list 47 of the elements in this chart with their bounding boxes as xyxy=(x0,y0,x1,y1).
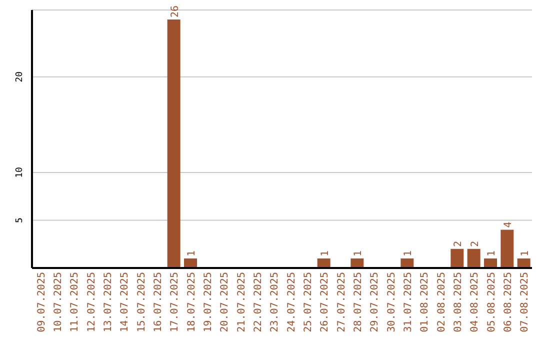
bar xyxy=(467,248,480,268)
x-tick-label: 05.08.2025 xyxy=(486,272,498,332)
x-tick-label: 27.07.2025 xyxy=(336,272,348,332)
data-label: 1 xyxy=(403,250,414,256)
x-tick-label: 01.08.2025 xyxy=(420,272,431,332)
x-tick-label: 25.07.2025 xyxy=(303,272,314,332)
x-tick-label: 19.07.2025 xyxy=(203,272,214,332)
bar xyxy=(167,20,180,268)
x-tick-label: 10.07.2025 xyxy=(53,272,64,332)
x-tick-label: 03.08.2025 xyxy=(453,272,464,332)
x-tick-label: 28.07.2025 xyxy=(353,272,364,332)
x-tick-label: 29.07.2025 xyxy=(370,272,381,332)
x-tick-label: 17.07.2025 xyxy=(170,272,181,332)
x-tick-label: 30.07.2025 xyxy=(386,272,398,332)
x-tick-label: 16.07.2025 xyxy=(153,272,164,332)
x-tick-label: 02.08.2025 xyxy=(436,272,448,332)
x-tick-label: 23.07.2025 xyxy=(270,272,281,332)
data-label: 26 xyxy=(170,6,181,18)
x-tick-label: 07.08.2025 xyxy=(520,272,531,332)
x-tick-label: 06.08.2025 xyxy=(503,272,514,332)
x-tick-label: 18.07.2025 xyxy=(186,272,198,332)
data-label: 1 xyxy=(486,250,498,256)
data-label: 1 xyxy=(520,250,531,256)
x-tick-label: 24.07.2025 xyxy=(286,272,298,332)
x-tick-label: 14.07.2025 xyxy=(120,272,131,332)
data-label: 4 xyxy=(503,222,514,228)
x-tick-label: 26.07.2025 xyxy=(320,272,331,332)
x-tick-label: 15.07.2025 xyxy=(136,272,148,332)
y-tick-label: 10 xyxy=(15,167,25,178)
x-tick-label: 20.07.2025 xyxy=(220,272,231,332)
x-tick-label: 21.07.2025 xyxy=(236,272,248,332)
data-label: 1 xyxy=(353,250,364,256)
x-tick-label: 09.07.2025 xyxy=(36,272,48,332)
x-tick-label: 12.07.2025 xyxy=(86,272,98,332)
x-tick-label: 22.07.2025 xyxy=(253,272,264,332)
bar xyxy=(450,248,464,268)
data-label: 1 xyxy=(320,250,331,256)
x-tick-label: 31.07.2025 xyxy=(403,272,414,332)
data-label: 1 xyxy=(186,250,198,256)
y-tick-label: 5 xyxy=(15,218,25,223)
bar xyxy=(500,230,514,268)
x-tick-label: 13.07.2025 xyxy=(103,272,114,332)
y-tick-label: 20 xyxy=(15,71,25,82)
x-tick-label: 11.07.2025 xyxy=(70,272,81,332)
data-label: 2 xyxy=(470,240,481,247)
x-tick-label: 04.08.2025 xyxy=(470,272,481,332)
data-label: 2 xyxy=(453,240,464,247)
